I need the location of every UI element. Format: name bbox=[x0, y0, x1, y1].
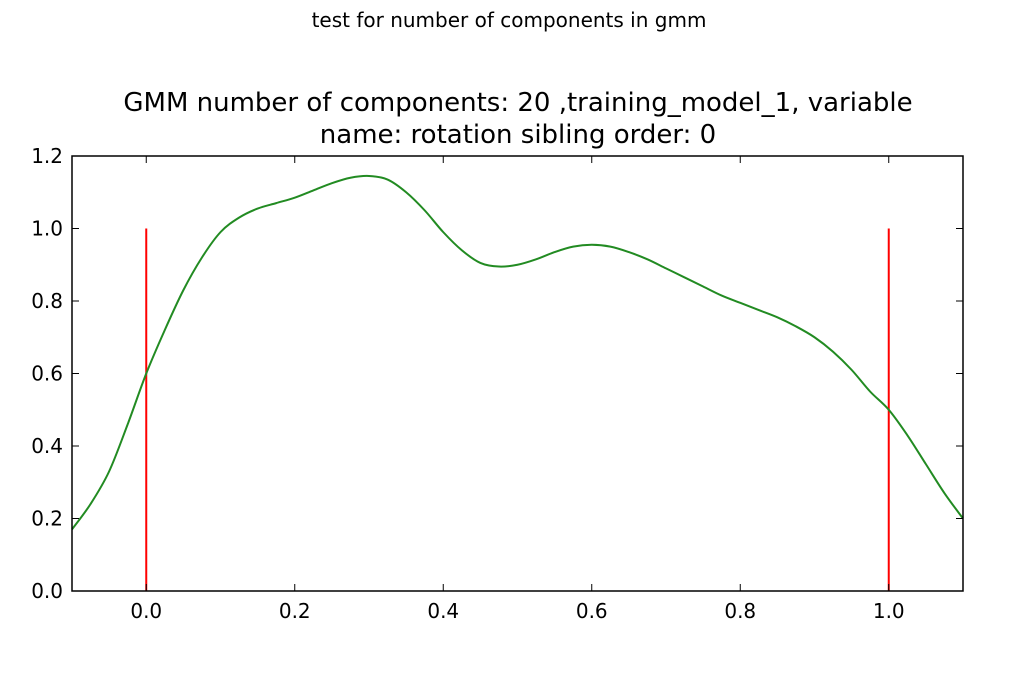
x-tick-label: 0.4 bbox=[427, 599, 459, 623]
y-tick-label: 1.0 bbox=[31, 217, 63, 241]
chart-title-line-2: name: rotation sibling order: 0 bbox=[319, 120, 717, 150]
y-tick-label: 0.8 bbox=[31, 289, 63, 313]
axes-frame bbox=[71, 155, 964, 592]
y-tick-label: 1.2 bbox=[31, 144, 63, 168]
y-tick-label: 0.6 bbox=[31, 362, 63, 386]
x-tick-label: 0.8 bbox=[724, 599, 756, 623]
x-tick-label: 0.2 bbox=[279, 599, 311, 623]
series-line-0 bbox=[71, 174, 964, 530]
x-tick-label: 1.0 bbox=[873, 599, 905, 623]
y-axis: 0.0 0.2 0.4 0.6 0.8 1.0 1.2 bbox=[31, 144, 963, 603]
figure-suptitle: test for number of components in gmm bbox=[311, 8, 707, 32]
y-tick-label: 0.4 bbox=[31, 434, 63, 458]
chart-title-line-1: GMM number of components: 20 ,training_m… bbox=[123, 88, 913, 118]
plot-area bbox=[71, 155, 964, 592]
x-tick-label: 0.0 bbox=[130, 599, 162, 623]
y-tick-label: 0.0 bbox=[31, 579, 63, 603]
y-tick-label: 0.2 bbox=[31, 507, 63, 531]
x-axis: 0.0 0.2 0.4 0.6 0.8 1.0 bbox=[130, 156, 905, 623]
x-tick-label: 0.6 bbox=[576, 599, 608, 623]
